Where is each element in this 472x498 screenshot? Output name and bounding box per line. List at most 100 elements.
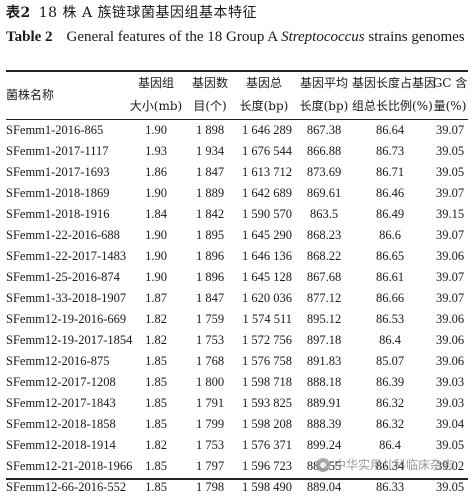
wechat-logo-icon bbox=[315, 457, 330, 472]
cell-strain-name: SFemm12-2018-1914 bbox=[6, 438, 116, 452]
cell-total-length: 1 598 718 bbox=[242, 375, 292, 389]
header-total-length: 基因总 长度(bp) bbox=[236, 72, 296, 118]
cell-gc-content: 39.06 bbox=[435, 333, 465, 347]
cell-average-length: 889.04 bbox=[306, 480, 342, 494]
cell-gc-content: 39.05 bbox=[435, 480, 465, 494]
header-length-ratio: 基因长度占基因 组总长比例(%) bbox=[352, 72, 437, 118]
cell-gene-count: 1 896 bbox=[195, 270, 225, 284]
cell-genome-size: 1.87 bbox=[145, 291, 167, 305]
cell-total-length: 1 676 544 bbox=[242, 144, 292, 158]
cell-strain-name: SFemm1-22-2016-688 bbox=[6, 228, 120, 242]
cell-total-length: 1 576 371 bbox=[242, 438, 292, 452]
header-gc-content: GC 含 量(%) bbox=[428, 72, 472, 118]
table-caption-chinese: 表2 18 株 A 族链球菌基因组基本特征 bbox=[6, 2, 257, 22]
cell-strain-name: SFemm1-2017-1693 bbox=[6, 165, 110, 179]
cell-gc-content: 39.06 bbox=[435, 249, 465, 263]
table-row: SFemm1-2016-865 1.90 1 898 1 646 289 867.38 8… bbox=[6, 118, 472, 141]
header-length-ratio-line1: 基因长度占基因 bbox=[352, 76, 437, 90]
table-row: SFemm12-2016-875 1.85 1 768 1 576 758 891.83… bbox=[6, 351, 472, 372]
cell-gc-content: 39.04 bbox=[435, 417, 465, 431]
watermark-text: 中华实用儿科临床杂志 bbox=[333, 458, 454, 472]
cell-total-length: 1 596 723 bbox=[242, 459, 292, 473]
cell-genome-size: 1.82 bbox=[145, 333, 167, 347]
table-row: SFemm1-25-2016-874 1.90 1 896 1 645 128 867.… bbox=[6, 267, 472, 288]
cell-gene-count: 1 898 bbox=[195, 123, 225, 137]
cell-genome-size: 1.90 bbox=[145, 270, 167, 284]
header-length-ratio-line2: 组总长比例(%) bbox=[352, 99, 433, 113]
cell-gc-content: 39.06 bbox=[435, 354, 465, 368]
cell-length-ratio: 86.32 bbox=[375, 396, 405, 410]
cell-length-ratio: 86.33 bbox=[375, 480, 405, 494]
table-bottom-rule bbox=[6, 478, 468, 480]
cell-strain-name: SFemm12-21-2018-1966 bbox=[6, 459, 133, 473]
header-average-length-line1: 基因平均 bbox=[299, 76, 348, 90]
cell-gene-count: 1 791 bbox=[195, 396, 225, 410]
cell-gc-content: 39.03 bbox=[435, 375, 465, 389]
cell-length-ratio: 86.73 bbox=[375, 144, 405, 158]
cell-average-length: 867.38 bbox=[306, 123, 342, 137]
genome-features-table: 菌株名称 基因组 大小(mb) 基因数 目(个) 基因总 长度(bp) 基因平均… bbox=[6, 72, 472, 498]
table-body: SFemm1-2016-865 1.90 1 898 1 646 289 867.38 8… bbox=[6, 118, 472, 498]
cell-genome-size: 1.85 bbox=[145, 354, 167, 368]
table-row: SFemm1-22-2016-688 1.90 1 895 1 645 290 868.… bbox=[6, 225, 472, 246]
cell-gc-content: 39.03 bbox=[435, 396, 465, 410]
cell-strain-name: SFemm12-2018-1858 bbox=[6, 417, 116, 431]
cell-length-ratio: 86.4 bbox=[379, 333, 401, 347]
cell-total-length: 1 598 490 bbox=[242, 480, 292, 494]
table-row: SFemm1-2017-1117 1.93 1 934 1 676 544 866.88… bbox=[6, 141, 472, 162]
table-row: SFemm1-2018-1916 1.84 1 842 1 590 570 863.5 8… bbox=[6, 204, 472, 225]
cell-genome-size: 1.85 bbox=[145, 459, 167, 473]
table-row: SFemm12-2018-1914 1.82 1 753 1 576 371 899.2… bbox=[6, 435, 472, 456]
table-row: SFemm1-2018-1869 1.90 1 889 1 642 689 869.61… bbox=[6, 183, 472, 204]
cell-length-ratio: 86.6 bbox=[379, 228, 401, 242]
header-genome-size-line2: 大小(mb) bbox=[129, 99, 183, 113]
cell-genome-size: 1.85 bbox=[145, 396, 167, 410]
cell-genome-size: 1.82 bbox=[145, 312, 167, 326]
cell-genome-size: 1.85 bbox=[145, 375, 167, 389]
cell-genome-size: 1.84 bbox=[145, 207, 167, 221]
cell-gc-content: 39.15 bbox=[435, 207, 465, 221]
cell-strain-name: SFemm12-66-2016-552 bbox=[6, 480, 127, 494]
cell-gene-count: 1 896 bbox=[195, 249, 225, 263]
paper-page: 表2 18 株 A 族链球菌基因组基本特征 Table 2 General feat… bbox=[6, 2, 468, 494]
cell-length-ratio: 86.46 bbox=[375, 186, 405, 200]
cell-genome-size: 1.90 bbox=[145, 249, 167, 263]
cell-gc-content: 39.07 bbox=[435, 270, 465, 284]
cell-length-ratio: 86.64 bbox=[375, 123, 405, 137]
header-gene-count: 基因数 目(个) bbox=[184, 72, 236, 118]
header-strain-name: 菌株名称 bbox=[6, 87, 55, 102]
cell-strain-name: SFemm1-2018-1869 bbox=[6, 186, 110, 200]
cell-gc-content: 39.05 bbox=[435, 144, 465, 158]
cell-total-length: 1 613 712 bbox=[242, 165, 292, 179]
cell-gene-count: 1 797 bbox=[195, 459, 225, 473]
caption-en-label: Table 2 bbox=[6, 29, 53, 45]
cell-genome-size: 1.90 bbox=[145, 123, 167, 137]
header-genome-size: 基因组 大小(mb) bbox=[128, 72, 184, 118]
cell-average-length: 866.88 bbox=[306, 144, 342, 158]
cell-length-ratio: 86.49 bbox=[375, 207, 405, 221]
cell-gene-count: 1 798 bbox=[195, 480, 225, 494]
cell-total-length: 1 620 036 bbox=[242, 291, 292, 305]
caption-en-text-italic: Streptococcus bbox=[281, 29, 365, 45]
cell-strain-name: SFemm12-19-2017-1854 bbox=[6, 333, 133, 347]
cell-length-ratio: 86.65 bbox=[375, 249, 405, 263]
cell-genome-size: 1.82 bbox=[145, 438, 167, 452]
cell-genome-size: 1.90 bbox=[145, 228, 167, 242]
cell-total-length: 1 646 136 bbox=[242, 249, 292, 263]
cell-average-length: 891.83 bbox=[306, 354, 342, 368]
cell-average-length: 869.61 bbox=[306, 186, 342, 200]
cell-gc-content: 39.05 bbox=[435, 438, 465, 452]
cell-strain-name: SFemm1-2016-865 bbox=[6, 123, 104, 137]
table-row: SFemm12-66-2016-552 1.85 1 798 1 598 490 889… bbox=[6, 477, 472, 498]
cell-strain-name: SFemm12-19-2016-669 bbox=[6, 312, 127, 326]
cell-strain-name: SFemm1-25-2016-874 bbox=[6, 270, 120, 284]
cell-strain-name: SFemm1-2017-1117 bbox=[6, 144, 109, 158]
cell-total-length: 1 574 511 bbox=[242, 312, 292, 326]
cell-average-length: 889.91 bbox=[306, 396, 342, 410]
table-row: SFemm12-19-2016-669 1.82 1 759 1 574 511 895… bbox=[6, 309, 472, 330]
table-row: SFemm12-19-2017-1854 1.82 1 753 1 572 756 89… bbox=[6, 330, 472, 351]
header-gc-content-line2: 量(%) bbox=[433, 99, 467, 113]
cell-total-length: 1 572 756 bbox=[242, 333, 292, 347]
cell-gc-content: 39.02 bbox=[435, 459, 465, 473]
